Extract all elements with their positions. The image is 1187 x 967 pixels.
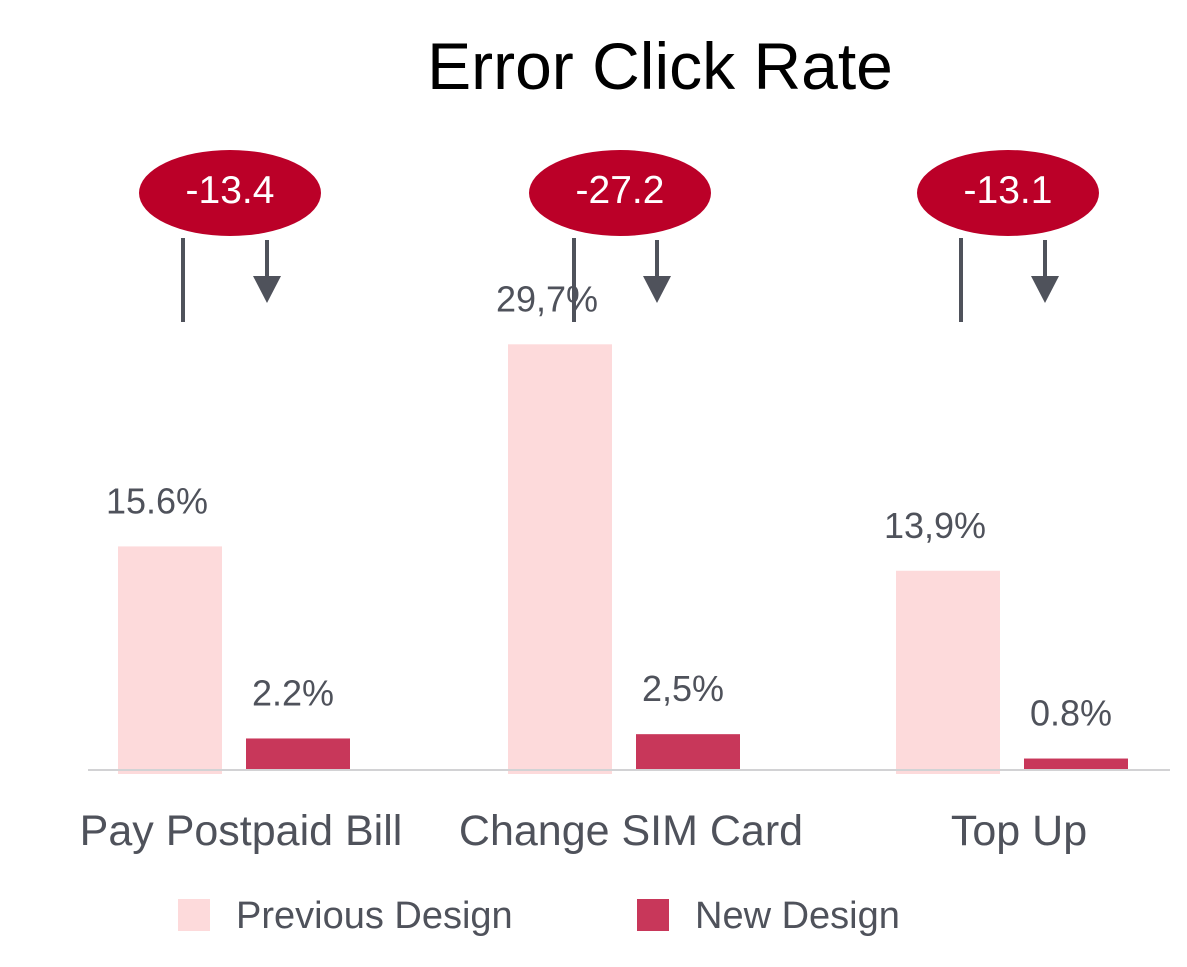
- legend-swatch-previous: [178, 899, 210, 931]
- difference-badge-0: [139, 150, 321, 236]
- down-arrow-icon-1: [643, 276, 671, 303]
- difference-value-1: -27.2: [576, 169, 665, 212]
- legend: Previous Design New Design: [178, 895, 900, 937]
- difference-badge-2: [917, 150, 1099, 236]
- difference-value-0: -13.4: [186, 169, 275, 212]
- difference-annotations-layer: -13.4 -27.2 -13.1: [139, 150, 1099, 322]
- category-label-2: Top Up: [951, 807, 1087, 855]
- bar-labels-layer: 15.6% 2.2% 29,7% 2,5% 13,9% 0.8%: [106, 278, 1112, 733]
- difference-value-2: -13.1: [964, 169, 1053, 212]
- bar-value-label-new-1: 2,5%: [642, 668, 724, 709]
- bar-previous-1: [508, 344, 612, 774]
- legend-label-new: New Design: [695, 895, 900, 937]
- bar-new-1: [636, 734, 740, 770]
- bar-new-2: [1024, 758, 1128, 770]
- bar-value-label-previous-2: 13,9%: [884, 505, 986, 546]
- bar-previous-0: [118, 546, 222, 774]
- down-arrow-icon-0: [253, 276, 281, 303]
- bar-new-0: [246, 738, 350, 770]
- bar-previous-2: [896, 570, 1000, 774]
- down-arrow-icon-2: [1031, 276, 1059, 303]
- category-label-1: Change SIM Card: [459, 807, 803, 855]
- difference-badge-1: [529, 150, 711, 236]
- category-labels-layer: Pay Postpaid Bill Change SIM Card Top Up: [80, 807, 1087, 855]
- chart-title: Error Click Rate: [427, 29, 893, 103]
- legend-swatch-new: [637, 899, 669, 931]
- bar-value-label-previous-1: 29,7%: [496, 278, 598, 319]
- category-label-0: Pay Postpaid Bill: [80, 807, 403, 855]
- bars-layer: [118, 344, 1128, 774]
- bar-value-label-new-0: 2.2%: [252, 672, 334, 713]
- bar-value-label-new-2: 0.8%: [1030, 693, 1112, 734]
- legend-label-previous: Previous Design: [236, 895, 513, 937]
- bar-value-label-previous-0: 15.6%: [106, 480, 208, 521]
